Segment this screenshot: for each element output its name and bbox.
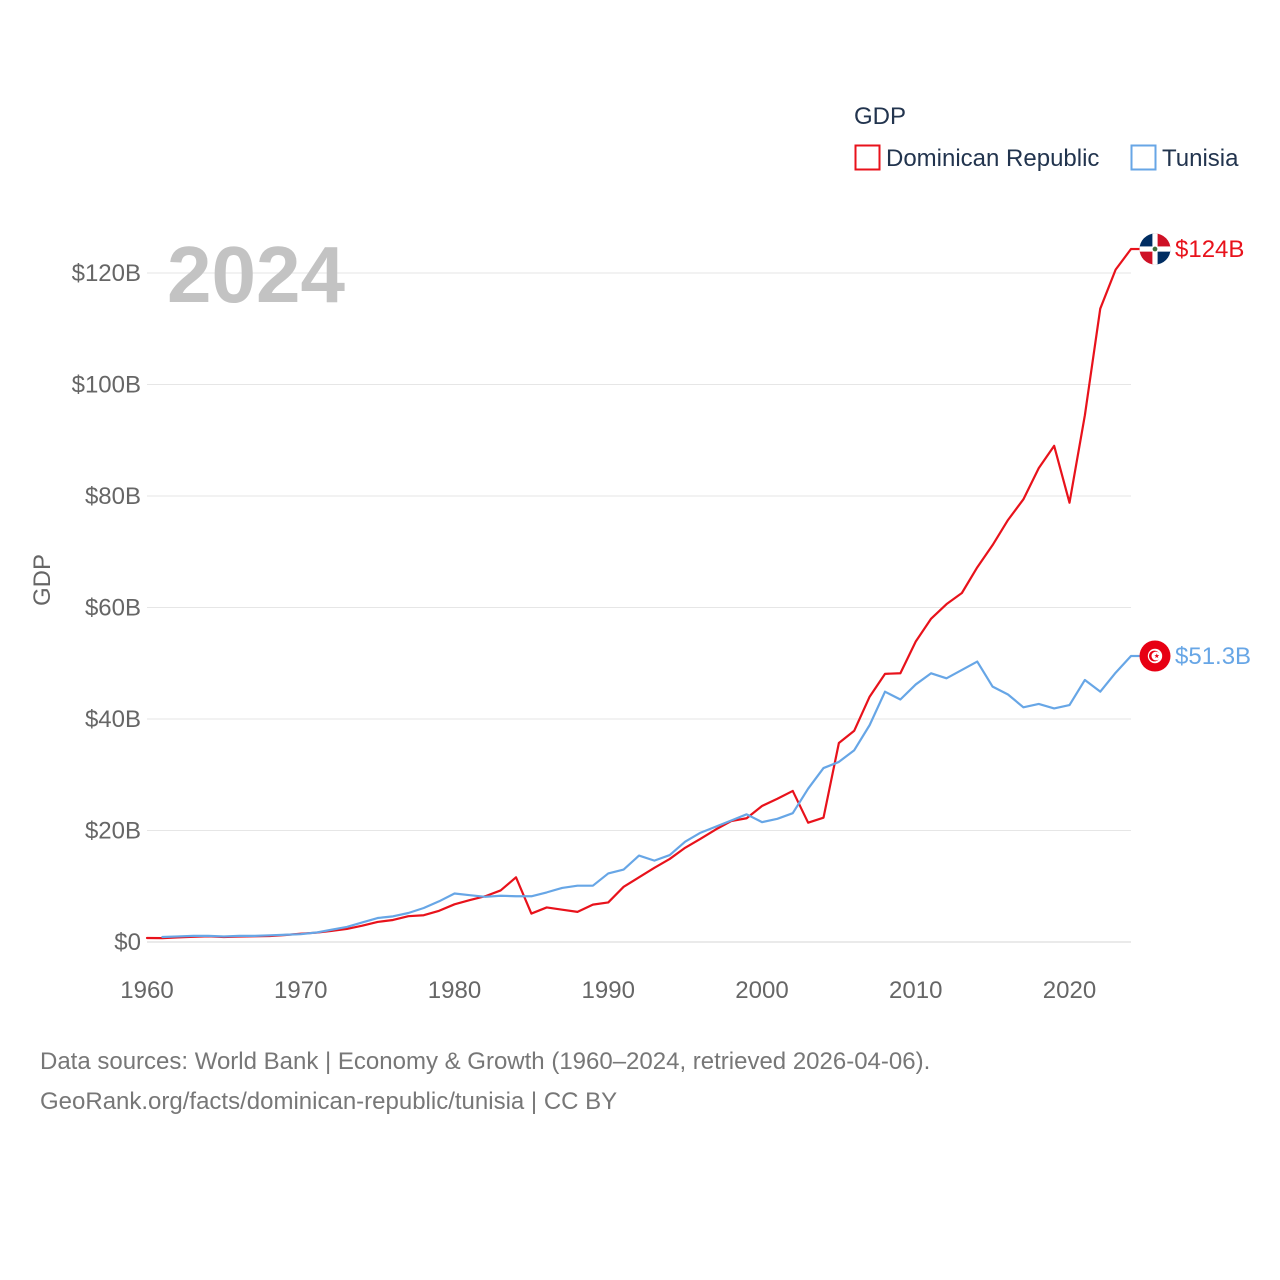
x-axis-tick-labels: 1960 1970 1980 1990 2000 2010 2020: [120, 977, 1096, 1004]
dominican-republic-flag-icon: [1139, 233, 1171, 265]
y-tick-label: $20B: [85, 818, 141, 845]
x-tick-label: 1990: [582, 977, 635, 1004]
y-tick-label: $100B: [72, 372, 141, 399]
y-axis-tick-labels: $0 $20B $40B $60B $80B $100B $120B: [72, 260, 141, 956]
legend-item-tunisia: Tunisia: [1130, 144, 1239, 172]
y-tick-label: $60B: [85, 595, 141, 622]
end-markers: $124B $51.3B: [1131, 233, 1251, 672]
x-tick-label: 2020: [1043, 977, 1096, 1004]
y-tick-label: $0: [114, 929, 141, 956]
x-tick-label: 1960: [120, 977, 173, 1004]
y-tick-label: $120B: [72, 260, 141, 287]
source-line-1: Data sources: World Bank | Economy & Gro…: [40, 1048, 930, 1075]
y-tick-label: $80B: [85, 483, 141, 510]
legend-swatch-tunisia: [1130, 144, 1157, 171]
series-line-dominican-republic: [145, 247, 1133, 940]
end-value-label-tunisia: $51.3B: [1175, 643, 1251, 670]
legend-label-dominican-republic: Dominican Republic: [886, 145, 1099, 172]
series-line-tunisia: [161, 654, 1133, 939]
series-lines: [145, 247, 1133, 940]
x-tick-label: 1970: [274, 977, 327, 1004]
x-tick-label: 2000: [735, 977, 788, 1004]
legend-label-tunisia: Tunisia: [1162, 145, 1239, 172]
y-tick-label: $40B: [85, 706, 141, 733]
x-tick-label: 1980: [428, 977, 481, 1004]
tunisia-flag-icon: [1139, 640, 1171, 672]
legend: GDP Dominican Republic Tunisia: [854, 103, 1239, 172]
year-annotation: 2024: [167, 230, 345, 319]
grid-lines: [147, 272, 1131, 943]
source-line-2: GeoRank.org/facts/dominican-republic/tun…: [40, 1088, 617, 1115]
legend-title: GDP: [854, 103, 906, 130]
y-axis-title: GDP: [29, 554, 56, 606]
x-tick-label: 2010: [889, 977, 942, 1004]
legend-swatch-dominican-republic: [854, 144, 881, 171]
legend-item-dominican-republic: Dominican Republic: [854, 144, 1099, 172]
end-value-label-dominican-republic: $124B: [1175, 236, 1244, 263]
